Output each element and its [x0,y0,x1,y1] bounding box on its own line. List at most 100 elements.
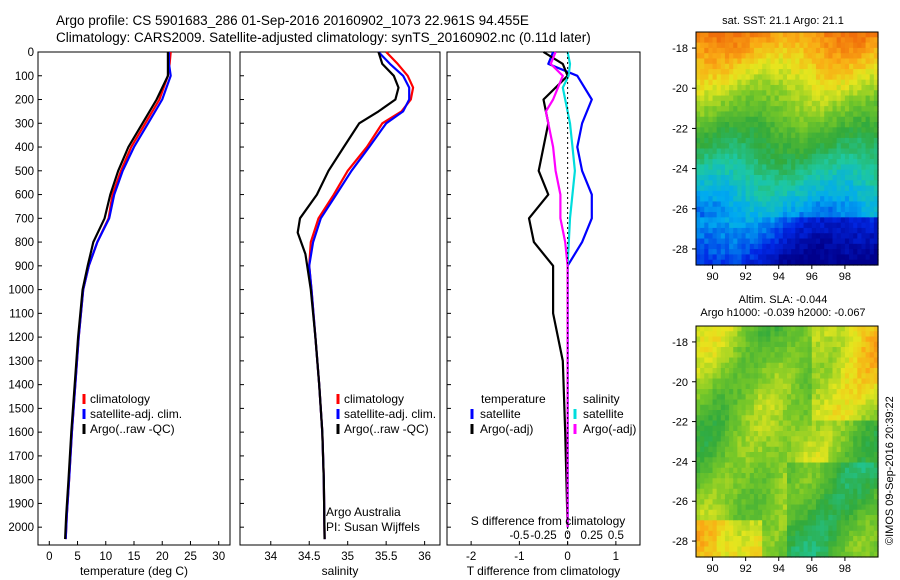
heatmap-cell [865,100,871,107]
heatmap-cell [832,551,838,558]
heatmap-cell [766,373,772,380]
heatmap-cell [720,410,726,416]
heatmap-cell [803,541,809,548]
heatmap-cell [704,520,710,527]
heatmap-cell [778,457,784,464]
heatmap-cell [758,196,763,203]
heatmap-cell [836,259,842,266]
heatmap-cell [720,352,726,359]
heatmap-cell [807,467,813,474]
heatmap-cell [782,53,788,60]
heatmap-cell [865,368,871,374]
heatmap-cell [778,47,784,54]
heatmap-cell [749,42,755,49]
heatmap-cell [737,122,743,128]
heatmap-cell [799,457,805,464]
heatmap-cell [849,504,854,511]
heatmap-cell [733,74,738,81]
heatmap-cell [766,483,772,490]
heatmap-cell [828,174,834,181]
heatmap-cell [729,488,734,495]
heatmap-cell [770,457,776,464]
heatmap-cell [720,368,726,374]
heatmap-cell [749,185,755,192]
heatmap-cell [836,32,842,38]
heatmap-cell [795,362,801,369]
heatmap-cell [873,425,879,432]
heatmap-cell [787,389,792,395]
heatmap-cell [857,212,863,218]
heatmap-cell [857,515,863,521]
heatmap-cell [766,90,772,97]
heatmap-cell [849,415,854,422]
heatmap-cell [745,212,751,218]
heatmap-cell [758,488,763,495]
heatmap-cell [844,389,850,395]
heatmap-cell [795,132,801,139]
heatmap-cell [820,174,825,181]
heatmap-cell [828,63,834,70]
heatmap-cell [865,227,871,234]
heatmap-cell [729,95,734,102]
heatmap-cell [861,394,867,401]
heatmap-cell [758,233,763,240]
heatmap-cell [782,525,788,532]
heatmap-cell [853,362,858,369]
heatmap-cell [844,100,850,107]
heatmap-cell [820,436,825,443]
heatmap-cell [811,90,817,97]
heatmap-cell [791,546,796,553]
heatmap-cell [704,111,710,118]
heatmap-cell [762,137,767,144]
heatmap-cell [824,378,829,385]
heatmap-cell [824,222,829,229]
heatmap-cell [766,378,772,385]
series-line-argo-raw-qc- [296,51,400,540]
heatmap-cell [861,137,867,144]
heatmap-cell [774,362,780,369]
heatmap-cell [836,536,842,542]
heatmap-cell [729,196,734,203]
heatmap-cell [745,467,751,474]
heatmap-cell [716,32,722,38]
heatmap-cell [778,467,784,474]
heatmap-cell [753,132,759,139]
heatmap-cell [869,259,875,266]
heatmap-cell [840,515,846,521]
heatmap-cell [774,132,780,139]
heatmap-cell [828,201,834,208]
heatmap-cell [741,431,747,437]
heatmap-cell [836,404,842,411]
heatmap-cell [778,499,784,506]
heatmap-cell [811,212,817,218]
heatmap-cell [753,100,759,107]
heatmap-cell [836,148,842,155]
heatmap-cell [807,441,813,448]
heatmap-cell [844,180,850,187]
heatmap-cell [857,452,863,458]
heatmap-cell [716,509,722,516]
heatmap-cell [869,127,875,134]
heatmap-cell [824,431,829,437]
heatmap-cell [795,389,801,395]
heatmap-cell [778,259,784,266]
heatmap-cell [700,84,705,91]
heatmap-cell [708,530,714,537]
heatmap-cell [799,180,805,187]
heatmap-cell [762,84,767,91]
heatmap-cell [716,143,722,150]
heatmap-cell [832,53,838,60]
heatmap-cell [720,233,726,240]
heatmap-cell [865,546,871,553]
heatmap-cell [753,74,759,81]
heatmap-cell [708,132,714,139]
heatmap-cell [869,53,875,60]
heatmap-cell [873,259,879,266]
heatmap-cell [799,95,805,102]
heatmap-cell [729,441,734,448]
heatmap-cell [720,383,726,390]
heatmap-cell [696,446,701,453]
heatmap-cell [865,499,871,506]
heatmap-cell [840,42,846,49]
heatmap-cell [820,37,825,44]
